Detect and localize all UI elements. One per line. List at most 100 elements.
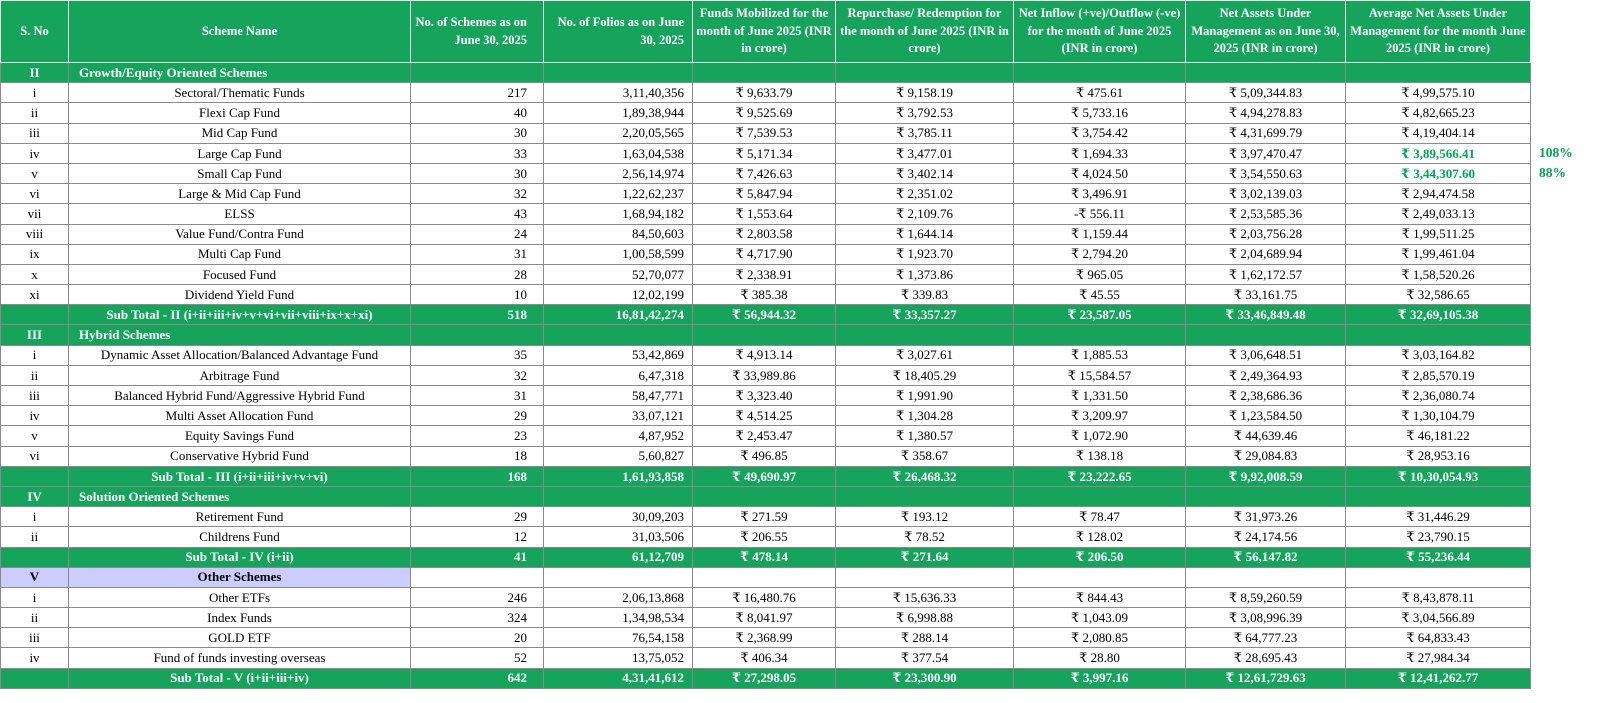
value-cell[interactable]: ₹ 27,298.05 (692, 667, 836, 689)
value-cell[interactable]: ₹ 1,30,104.79 (1345, 405, 1531, 427)
sno-cell[interactable]: i (0, 586, 69, 609)
value-cell[interactable]: 1,61,93,858 (543, 465, 693, 487)
value-cell[interactable]: ₹ 9,92,008.59 (1185, 465, 1346, 487)
scheme-name-cell[interactable]: Conservative Hybrid Fund (68, 445, 411, 467)
value-cell[interactable]: ₹ 56,147.82 (1185, 546, 1346, 568)
value-cell[interactable]: ₹ 271.64 (835, 546, 1014, 568)
value-cell[interactable]: ₹ 193.12 (835, 506, 1014, 528)
value-cell[interactable]: ₹ 28,695.43 (1185, 647, 1346, 669)
value-cell[interactable]: 642 (410, 667, 544, 689)
value-cell[interactable]: 1,89,38,944 (543, 102, 693, 124)
value-cell[interactable] (410, 566, 544, 588)
value-cell[interactable]: 30 (410, 122, 544, 144)
scheme-name-cell[interactable]: Sub Total - II (i+ii+iii+iv+v+vi+vii+vii… (68, 304, 411, 326)
value-cell[interactable]: 35 (410, 344, 544, 366)
value-cell[interactable]: ₹ 2,49,033.13 (1345, 203, 1531, 225)
value-cell[interactable]: 61,12,709 (543, 546, 693, 568)
value-cell[interactable]: 4,31,41,612 (543, 667, 693, 689)
value-cell[interactable]: ₹ 128.02 (1013, 526, 1186, 548)
value-cell[interactable]: 518 (410, 304, 544, 326)
value-cell[interactable] (1185, 566, 1346, 588)
value-cell[interactable]: ₹ 3,785.11 (835, 122, 1014, 144)
value-cell[interactable]: ₹ 138.18 (1013, 445, 1186, 467)
value-cell[interactable]: 24 (410, 223, 544, 245)
value-cell[interactable]: ₹ 5,09,344.83 (1185, 82, 1346, 104)
value-cell[interactable]: 29 (410, 506, 544, 528)
value-cell[interactable] (410, 324, 544, 346)
value-cell[interactable]: ₹ 26,468.32 (835, 465, 1014, 487)
value-cell[interactable] (1185, 485, 1346, 508)
sno-cell[interactable]: v (0, 425, 69, 447)
value-cell[interactable] (835, 566, 1014, 588)
scheme-name-cell[interactable]: Index Funds (68, 607, 411, 629)
value-cell[interactable]: 1,34,98,534 (543, 607, 693, 629)
sno-cell[interactable]: vi (0, 183, 69, 205)
value-cell[interactable]: ₹ 1,62,172.57 (1185, 263, 1346, 286)
scheme-name-cell[interactable]: Multi Cap Fund (68, 243, 411, 265)
value-cell[interactable]: ₹ 15,584.57 (1013, 364, 1186, 387)
value-cell[interactable]: ₹ 1,885.53 (1013, 344, 1186, 366)
value-cell[interactable]: 5,60,827 (543, 445, 693, 467)
value-cell[interactable]: 32 (410, 364, 544, 387)
value-cell[interactable]: ₹ 1,694.33 (1013, 142, 1186, 164)
sno-cell[interactable]: iv (0, 647, 69, 669)
sno-cell[interactable]: iii (0, 627, 69, 649)
value-cell[interactable]: 29 (410, 405, 544, 427)
value-cell[interactable]: ₹ 406.34 (692, 647, 836, 669)
value-cell[interactable] (835, 485, 1014, 508)
value-cell[interactable]: ₹ 3,06,648.51 (1185, 344, 1346, 366)
value-cell[interactable]: ₹ 33,357.27 (835, 304, 1014, 326)
value-cell[interactable]: 18 (410, 445, 544, 467)
value-cell[interactable]: ₹ 1,380.57 (835, 425, 1014, 447)
value-cell[interactable]: ₹ 2,794.20 (1013, 243, 1186, 265)
sno-cell[interactable]: IV (0, 485, 69, 508)
scheme-name-cell[interactable]: ELSS (68, 203, 411, 225)
value-cell[interactable]: ₹ 288.14 (835, 627, 1014, 649)
sno-cell[interactable]: V (0, 566, 69, 588)
sno-cell[interactable]: II (0, 61, 69, 84)
value-cell[interactable]: ₹ 8,041.97 (692, 607, 836, 629)
value-cell[interactable]: 13,75,052 (543, 647, 693, 669)
value-cell[interactable]: ₹ 3,402.14 (835, 162, 1014, 185)
value-cell[interactable]: ₹ 3,027.61 (835, 344, 1014, 366)
sno-cell[interactable]: iv (0, 142, 69, 164)
value-cell[interactable]: ₹ 475.61 (1013, 82, 1186, 104)
value-cell[interactable]: ₹ 206.55 (692, 526, 836, 548)
value-cell[interactable]: ₹ 31,973.26 (1185, 506, 1346, 528)
value-cell[interactable]: ₹ 3,08,996.39 (1185, 607, 1346, 629)
value-cell[interactable]: ₹ 56,944.32 (692, 304, 836, 326)
value-cell[interactable]: ₹ 78.52 (835, 526, 1014, 548)
value-cell[interactable]: ₹ 2,38,686.36 (1185, 384, 1346, 407)
value-cell[interactable]: ₹ 55,236.44 (1345, 546, 1531, 568)
scheme-name-cell[interactable]: Flexi Cap Fund (68, 102, 411, 124)
value-cell[interactable]: ₹ 3,209.97 (1013, 405, 1186, 427)
value-cell[interactable]: ₹ 358.67 (835, 445, 1014, 467)
value-cell[interactable]: ₹ 1,23,584.50 (1185, 405, 1346, 427)
scheme-name-cell[interactable]: Other Schemes (68, 566, 411, 588)
value-cell[interactable]: 217 (410, 82, 544, 104)
value-cell[interactable] (835, 61, 1014, 84)
value-cell[interactable]: 33 (410, 142, 544, 164)
value-cell[interactable]: ₹ 1,159.44 (1013, 223, 1186, 245)
col-header-avg-aum[interactable]: Average Net Assets Under Management for … (1345, 0, 1531, 63)
value-cell[interactable] (543, 61, 693, 84)
value-cell[interactable]: ₹ 5,171.34 (692, 142, 836, 164)
scheme-name-cell[interactable]: Equity Savings Fund (68, 425, 411, 447)
value-cell[interactable]: ₹ 4,024.50 (1013, 162, 1186, 185)
value-cell[interactable]: ₹ 385.38 (692, 284, 836, 306)
value-cell[interactable]: ₹ 7,426.63 (692, 162, 836, 185)
value-cell[interactable]: 246 (410, 586, 544, 609)
value-cell[interactable]: 23 (410, 425, 544, 447)
value-cell[interactable]: 52,70,077 (543, 263, 693, 286)
scheme-name-cell[interactable]: Sectoral/Thematic Funds (68, 82, 411, 104)
value-cell[interactable]: ₹ 32,69,105.38 (1345, 304, 1531, 326)
value-cell[interactable] (410, 485, 544, 508)
value-cell[interactable]: ₹ 2,53,585.36 (1185, 203, 1346, 225)
sno-cell[interactable]: viii (0, 223, 69, 245)
value-cell[interactable]: ₹ 18,405.29 (835, 364, 1014, 387)
value-cell[interactable]: ₹ 23,587.05 (1013, 304, 1186, 326)
value-cell[interactable]: ₹ 44,639.46 (1185, 425, 1346, 447)
value-cell[interactable]: ₹ 2,803.58 (692, 223, 836, 245)
value-cell[interactable]: ₹ 3,54,550.63 (1185, 162, 1346, 185)
value-cell[interactable]: 1,63,04,538 (543, 142, 693, 164)
